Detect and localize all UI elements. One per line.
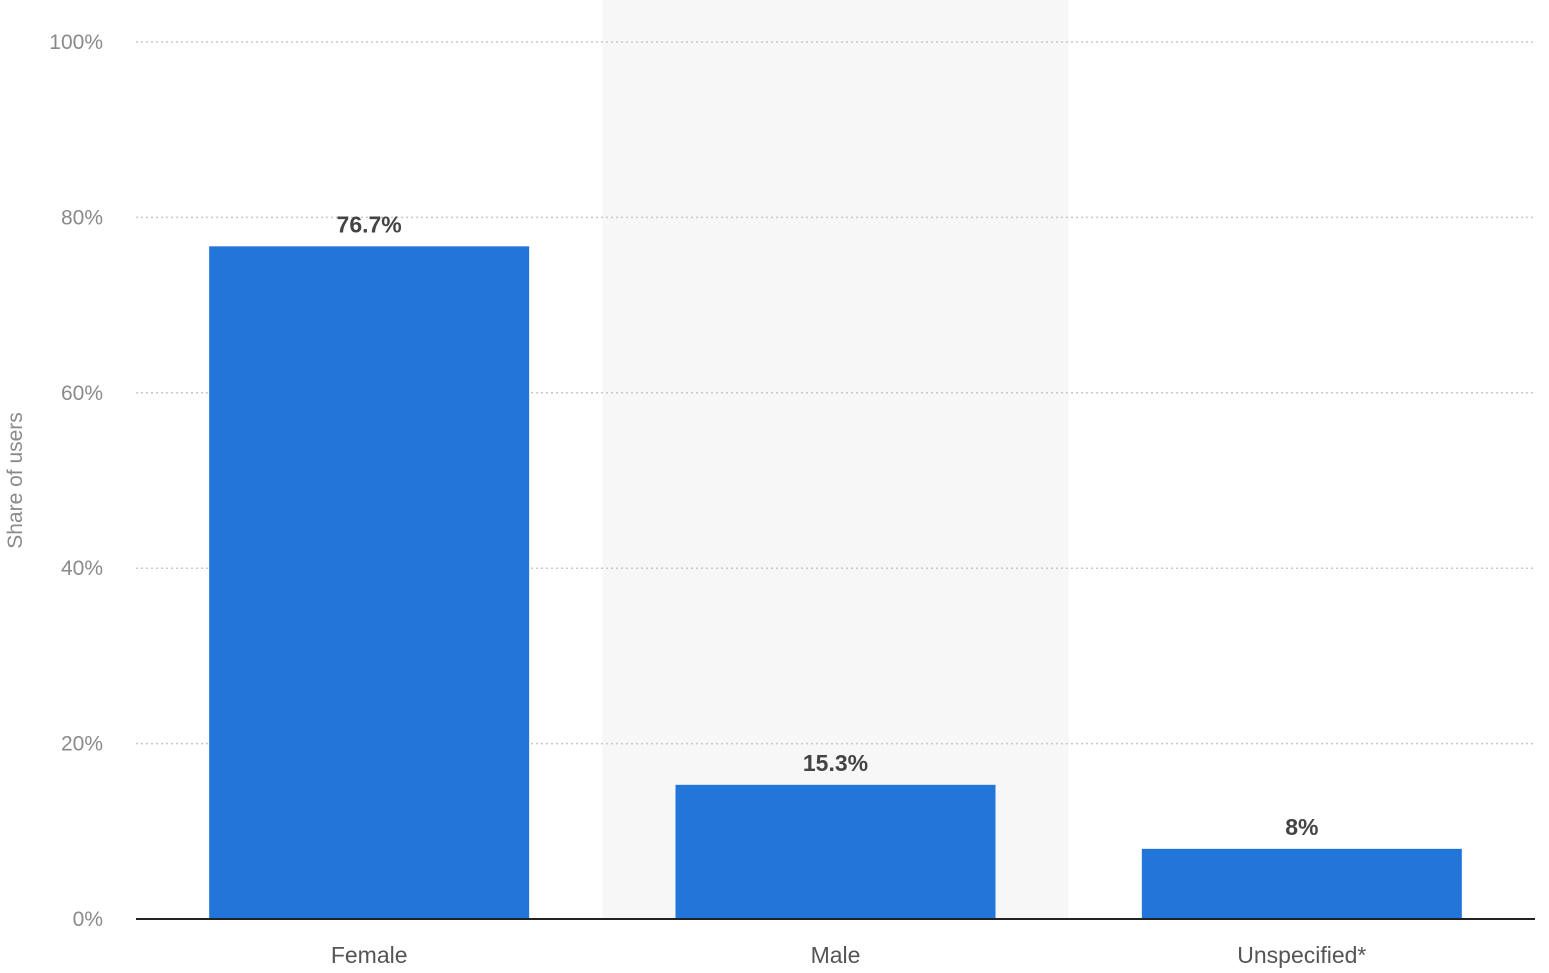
y-tick-label: 20% — [61, 733, 103, 756]
highlight-band-layer — [602, 0, 1069, 919]
y-tick-label: 60% — [61, 382, 103, 405]
bar[interactable] — [1141, 848, 1462, 919]
x-tick-label: Male — [811, 942, 861, 968]
bar-value-label: 8% — [1285, 814, 1318, 840]
bar[interactable] — [675, 784, 996, 919]
bar-value-label: 15.3% — [803, 750, 868, 776]
y-axis-title: Share of users — [4, 412, 27, 549]
bars — [209, 246, 1462, 919]
y-tick-label: 40% — [61, 557, 103, 580]
bar[interactable] — [209, 246, 530, 919]
highlight-band — [602, 0, 1069, 919]
data-labels: 76.7% 15.3% 8% — [337, 211, 1319, 839]
y-axis-ticks: 0% 20% 40% 60% 80% 100% — [49, 31, 103, 931]
bar-value-label: 76.7% — [337, 211, 402, 237]
y-tick-label: 0% — [73, 908, 103, 931]
y-tick-label: 100% — [49, 31, 103, 54]
x-tick-label: Female — [331, 942, 408, 968]
x-axis-ticks: Female Male Unspecified* — [331, 942, 1367, 968]
gridlines — [136, 41, 1535, 745]
y-tick-label: 80% — [61, 206, 103, 229]
x-tick-label: Unspecified* — [1237, 942, 1366, 968]
